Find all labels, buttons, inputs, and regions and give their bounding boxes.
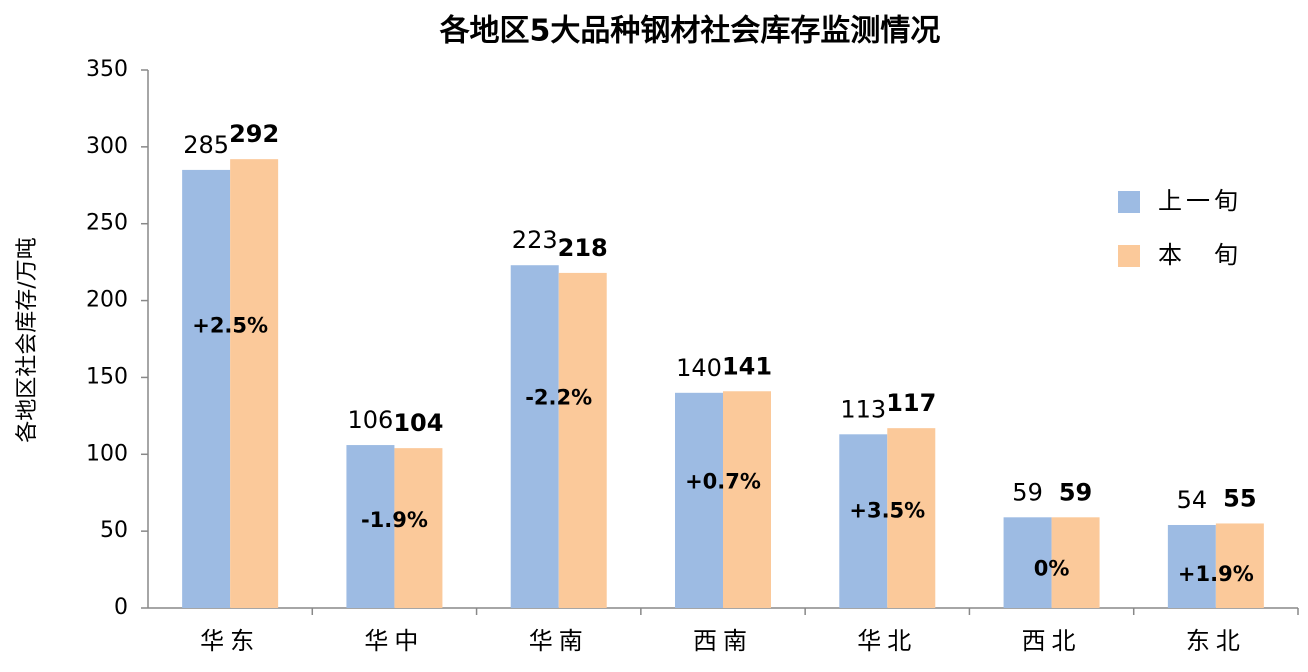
y-tick-label: 250: [86, 211, 128, 236]
value-label: 218: [558, 234, 608, 262]
x-tick-label: 华北: [857, 627, 917, 655]
x-tick-label: 西北: [1022, 627, 1082, 655]
value-label: 292: [229, 120, 279, 148]
value-label: 117: [886, 389, 936, 417]
legend-swatch: [1118, 191, 1140, 213]
bar: [1215, 523, 1264, 608]
y-axis-title: 各地区社会库存/万吨: [15, 237, 40, 442]
value-label: 106: [348, 406, 394, 434]
legend-label: 本 旬: [1158, 241, 1242, 269]
change-label: +3.5%: [849, 498, 925, 522]
bar: [558, 272, 607, 608]
x-tick-label: 华南: [529, 627, 589, 655]
change-label: +0.7%: [685, 469, 761, 493]
bar: [1167, 524, 1216, 608]
bar: [723, 391, 771, 608]
value-label: 54: [1177, 486, 1208, 514]
bar: [887, 428, 936, 608]
y-tick-label: 0: [114, 595, 128, 620]
chart-title: 各地区5大品种钢材社会库存监测情况: [439, 14, 941, 49]
x-tick-label: 西南: [693, 627, 753, 655]
x-tick-label: 华东: [200, 627, 260, 655]
bar: [675, 392, 723, 608]
change-label: -1.9%: [361, 508, 428, 532]
value-label: 59: [1012, 478, 1043, 506]
change-label: -2.2%: [525, 385, 592, 409]
legend-label: 上一旬: [1158, 187, 1242, 215]
value-label: 140: [676, 354, 722, 382]
value-label: 59: [1059, 478, 1092, 506]
value-label: 113: [840, 395, 886, 423]
bar: [230, 159, 279, 608]
legend-swatch: [1118, 245, 1140, 267]
change-label: +2.5%: [192, 313, 268, 337]
value-label: 223: [512, 226, 558, 254]
bar: [182, 169, 231, 608]
x-tick-label: 东北: [1186, 627, 1246, 655]
bar: [510, 265, 559, 608]
y-tick-label: 100: [86, 441, 128, 466]
value-label: 141: [722, 352, 772, 380]
y-tick-label: 150: [86, 364, 128, 389]
change-label: 0%: [1034, 557, 1070, 581]
value-label: 55: [1223, 484, 1256, 512]
bar: [839, 434, 888, 608]
y-tick-label: 50: [100, 518, 128, 543]
bar: [1003, 517, 1052, 608]
y-tick-label: 200: [86, 288, 128, 313]
bar: [394, 448, 443, 608]
x-tick-label: 华中: [364, 627, 424, 655]
bar: [346, 445, 395, 608]
bar: [1051, 517, 1100, 608]
value-label: 285: [183, 131, 229, 159]
y-tick-label: 300: [86, 134, 128, 159]
value-label: 104: [393, 409, 443, 437]
change-label: +1.9%: [1178, 562, 1254, 586]
y-tick-label: 350: [86, 57, 128, 82]
